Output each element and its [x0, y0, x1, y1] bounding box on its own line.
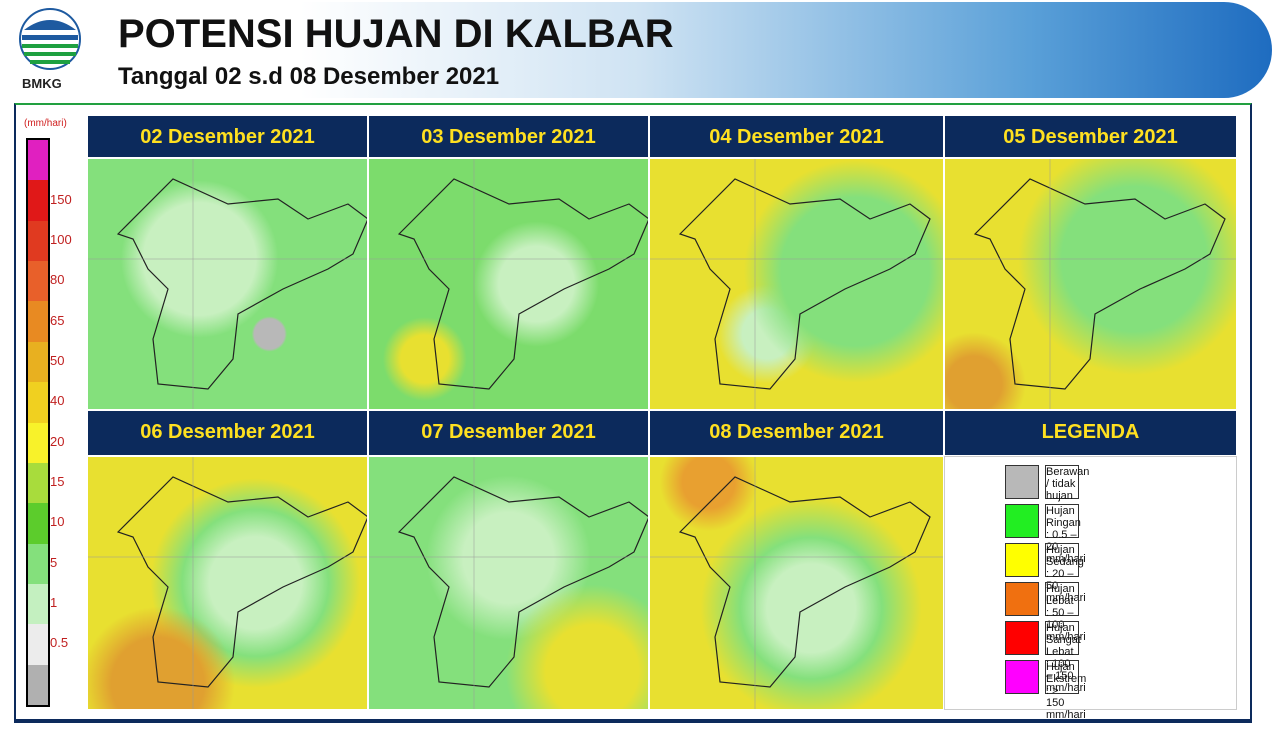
map-outline	[369, 159, 648, 409]
legend-label: Hujan Sedang : 20 – 50 mm/hari	[1045, 543, 1086, 604]
colorbar-segment	[28, 503, 48, 544]
legend-swatch	[1005, 465, 1039, 499]
colorbar-segment	[28, 180, 48, 221]
legend-swatch	[1005, 621, 1039, 655]
map	[87, 456, 368, 710]
map	[944, 158, 1237, 410]
legend-title: LEGENDA	[944, 410, 1237, 456]
logo-text: BMKG	[22, 76, 62, 91]
colorbar-segment	[28, 382, 48, 423]
colorbar-segment	[28, 583, 48, 625]
colorbar-label: 40	[50, 393, 65, 409]
map-outline	[945, 159, 1236, 409]
panel-title: 08 Desember 2021	[649, 410, 944, 456]
colorbar-label: 150	[50, 191, 72, 207]
frame	[14, 103, 1252, 723]
colorbar-label: 20	[50, 433, 65, 449]
panel-title: 03 Desember 2021	[368, 115, 649, 158]
colorbar-label: 80	[50, 272, 65, 288]
colorbar-label: 10	[50, 514, 65, 530]
colorbar-label: 15	[50, 474, 65, 490]
colorbar-label: 50	[50, 352, 65, 368]
panel-title: 06 Desember 2021	[87, 410, 368, 456]
legend-item: Berawan / tidak hujan	[1005, 465, 1225, 502]
legend-swatch	[1005, 660, 1039, 694]
map	[368, 158, 649, 410]
panel-title: 04 Desember 2021	[649, 115, 944, 158]
map-outline	[650, 159, 943, 409]
legend-item: Hujan Ekstrem : > 150 mm/hari	[1005, 660, 1225, 721]
colorbar-label: 0.5	[50, 635, 69, 651]
legend-label: Hujan Lebat : 50 – 100 mm/hari	[1045, 582, 1086, 643]
legend-item: Hujan Ringan : 0.5 – 20 mm/hari	[1005, 504, 1225, 565]
colorbar-segment	[28, 140, 48, 181]
colorbar-segment	[28, 543, 48, 584]
colorbar-label: 65	[50, 312, 65, 328]
banner	[300, 2, 1272, 98]
legend-item: Hujan Sangat Lebat : 100 – 150 mm/hari	[1005, 621, 1225, 694]
panel-title: 02 Desember 2021	[87, 115, 368, 158]
colorbar-segment	[28, 422, 48, 463]
legend-swatch	[1005, 582, 1039, 616]
colorbar-segment	[28, 462, 48, 504]
legend-box	[944, 456, 1237, 710]
map	[649, 456, 944, 710]
subtitle: Tanggal 02 s.d 08 Desember 2021	[118, 63, 500, 90]
map	[368, 456, 649, 710]
map-outline	[88, 159, 367, 409]
colorbar-label: 5	[50, 554, 58, 570]
map	[649, 158, 944, 410]
legend-swatch	[1005, 543, 1039, 577]
colorbar-segment	[28, 220, 48, 262]
colorbar-segment	[28, 301, 48, 342]
colorbar-segment	[28, 341, 48, 383]
colorbar	[26, 138, 50, 707]
logo	[19, 8, 81, 70]
legend-item: Hujan Lebat : 50 – 100 mm/hari	[1005, 582, 1225, 643]
map	[87, 158, 368, 410]
map-outline	[650, 457, 943, 709]
colorbar-segment	[28, 261, 48, 302]
map-outline	[88, 457, 367, 709]
colorbar-unit: (mm/hari)	[24, 118, 67, 129]
legend-label: Hujan Ekstrem : > 150 mm/hari	[1045, 660, 1087, 721]
colorbar-segment	[28, 664, 48, 706]
legend-label: Hujan Ringan : 0.5 – 20 mm/hari	[1045, 504, 1086, 565]
colorbar-label: 1	[50, 595, 58, 611]
panel-title: 07 Desember 2021	[368, 410, 649, 456]
colorbar-label: 100	[50, 231, 72, 247]
legend-label: Berawan / tidak hujan	[1045, 465, 1090, 502]
map-outline	[369, 457, 648, 709]
panel-title: 05 Desember 2021	[944, 115, 1237, 158]
colorbar-segment	[28, 624, 48, 665]
legend-swatch	[1005, 504, 1039, 538]
legend-item: Hujan Sedang : 20 – 50 mm/hari	[1005, 543, 1225, 604]
title: POTENSI HUJAN DI KALBAR	[118, 12, 674, 56]
legend-label: Hujan Sangat Lebat : 100 – 150 mm/hari	[1045, 621, 1086, 694]
